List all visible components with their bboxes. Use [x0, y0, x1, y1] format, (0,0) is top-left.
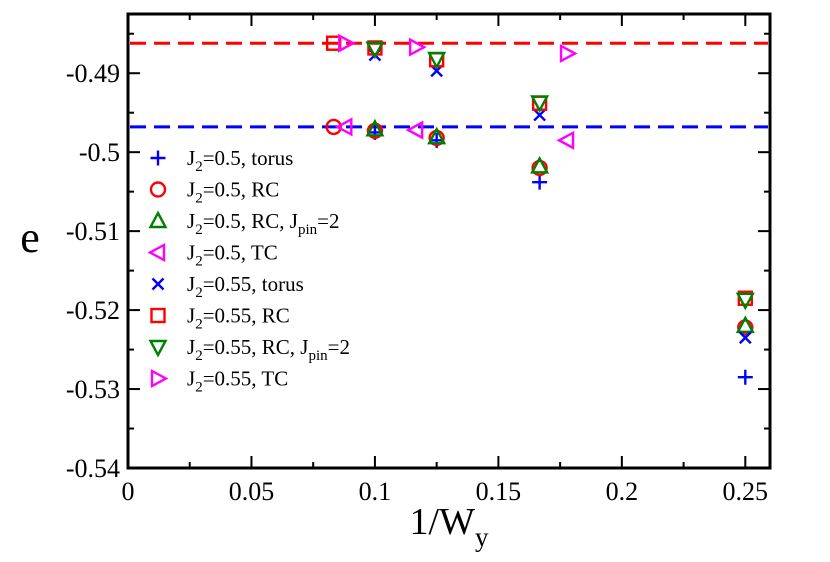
legend-label-s4: J2=0.5, TC [187, 241, 278, 270]
plot-frame [126, 12, 772, 470]
data-point-s3 [735, 315, 755, 334]
x-tick-label: 0.2 [606, 477, 639, 506]
axis-titles: 1/Wy e [20, 213, 489, 552]
legend-label-s7: J2=0.55, RC, Jpin=2 [187, 335, 350, 364]
legend-marker-s3 [148, 210, 168, 229]
data-point-s1 [532, 174, 548, 190]
data-point-s4 [334, 117, 353, 137]
data-point-s8 [408, 37, 427, 57]
legend-marker-s7 [148, 339, 168, 358]
x-tick-label: 0.15 [476, 477, 522, 506]
data-point-s3 [365, 118, 385, 137]
data-point-s2 [325, 118, 342, 136]
legend-label-s8: J2=0.55, TC [187, 367, 288, 396]
data-point-s8 [559, 43, 578, 63]
legend-marker-s1 [150, 150, 166, 166]
data-point-s2 [366, 122, 384, 140]
data-point-s7 [530, 95, 550, 113]
y-tick-label: -0.54 [66, 454, 120, 483]
data-point-s7 [427, 51, 447, 70]
x-tick-label: 0 [122, 477, 135, 506]
data-point-s1 [737, 369, 753, 385]
y-tick-label: -0.53 [66, 375, 120, 404]
data-point-s5 [738, 331, 752, 345]
x-tick-label: 0.25 [723, 477, 769, 506]
data-point-s5 [533, 108, 546, 122]
legend-marker-s8 [150, 368, 169, 389]
legend-marker-s2 [149, 181, 167, 198]
data-points [325, 33, 755, 385]
data-point-s2 [531, 159, 548, 177]
data-point-s6 [737, 290, 754, 306]
x-axis-title: 1/Wy [410, 501, 489, 552]
data-point-s3 [530, 155, 550, 174]
legend-label-s5: J2=0.55, torus [187, 272, 304, 301]
data-point-s7 [365, 41, 385, 60]
legend-label-s6: J2=0.55, RC [187, 304, 290, 333]
y-tick-label: -0.5 [79, 138, 120, 167]
data-point-s4 [556, 130, 575, 150]
reference-lines [130, 41, 768, 129]
y-axis-title: e [20, 213, 40, 262]
y-tick-label: -0.51 [66, 217, 120, 246]
axis-ticks: 0 0.05 0.1 0.15 0.2 0.25 -0.54 -0.53 -0.52 -0.51 -… [66, 14, 770, 506]
legend-marker-s6 [150, 307, 166, 324]
legend-marker-s5 [151, 277, 165, 291]
data-point-s8 [338, 33, 356, 53]
legend-label-s3: J2=0.5, RC, Jpin=2 [187, 209, 339, 238]
x-tick-label: 0.1 [359, 477, 392, 506]
legend-label-s1: J2=0.5, torus [187, 146, 293, 175]
data-point-s4 [405, 120, 424, 140]
data-point-s3 [427, 126, 447, 145]
legend-marker-s4 [147, 242, 166, 263]
x-tick-label: 0.05 [229, 477, 275, 506]
legend-label-s2: J2=0.5, RC [187, 178, 279, 207]
y-tick-label: -0.49 [66, 59, 120, 88]
y-tick-label: -0.52 [66, 296, 120, 325]
data-point-s2 [737, 319, 754, 336]
data-point-s7 [735, 292, 755, 311]
